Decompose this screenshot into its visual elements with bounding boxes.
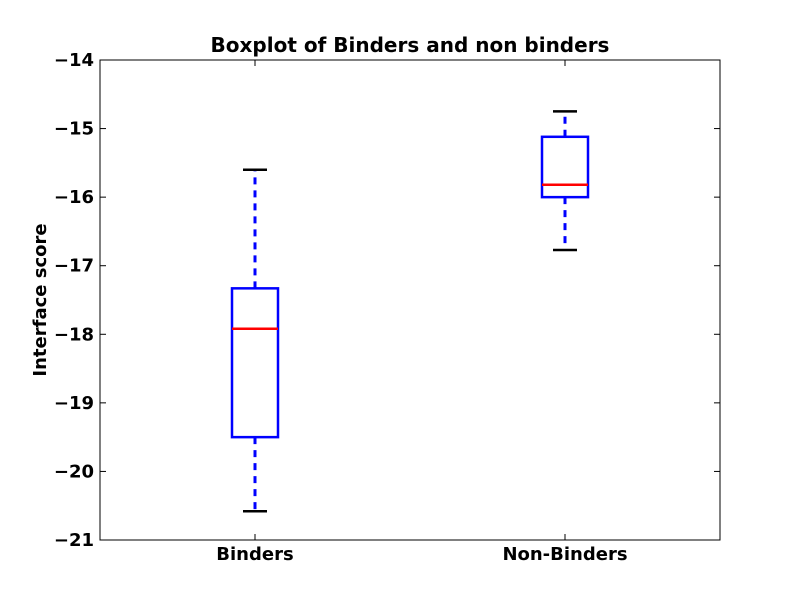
x-tick-label: Non-Binders <box>502 544 627 565</box>
plot-area: −14 −15 −16 −17 −18 −19 −20 −21 Binders Non-Binde… <box>54 50 721 565</box>
iqr-box <box>230 287 280 439</box>
y-tick-label: −15 <box>54 119 94 140</box>
y-tick-label: −21 <box>54 530 94 551</box>
x-tick-label: Binders <box>216 544 293 565</box>
y-tick-label: −17 <box>54 256 94 277</box>
iqr-box <box>540 135 590 199</box>
plot-frame <box>99 59 721 541</box>
chart-title: Boxplot of Binders and non binders <box>211 33 610 57</box>
box-group-binders <box>230 168 280 513</box>
y-tick-label: −16 <box>54 187 94 208</box>
box-group-non-binders <box>540 110 590 252</box>
y-tick-label: −20 <box>54 461 94 482</box>
y-tick-label: −18 <box>54 324 94 345</box>
y-tick-label: −19 <box>54 393 94 414</box>
y-axis-label: Interface score <box>30 223 51 376</box>
y-tick-label: −14 <box>54 50 94 71</box>
